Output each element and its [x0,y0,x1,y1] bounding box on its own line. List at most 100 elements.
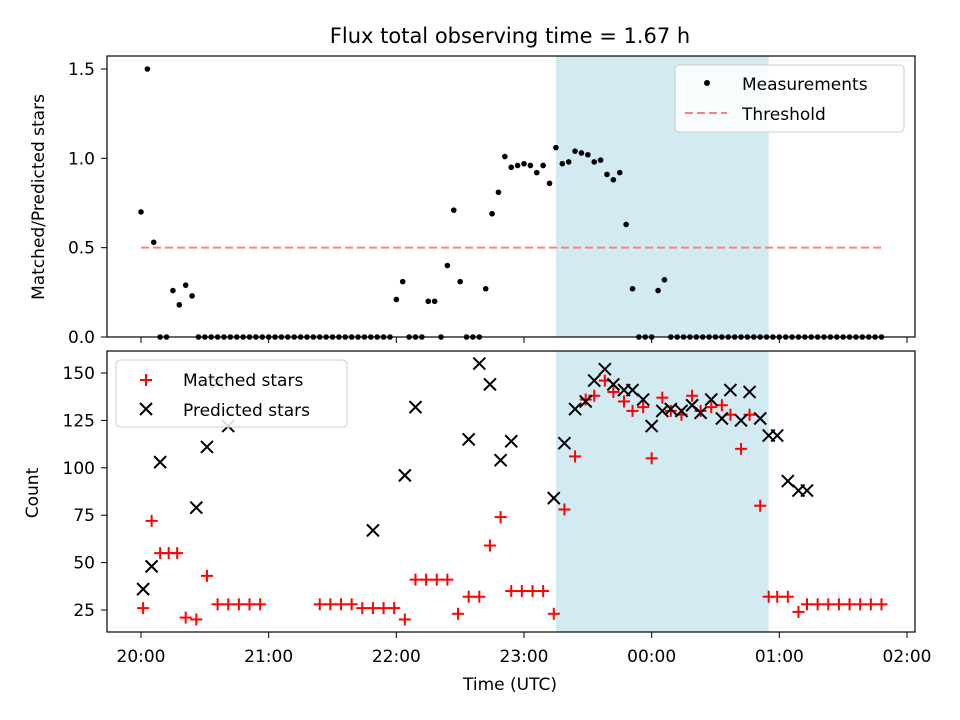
predicted-point [578,394,593,409]
matched-point [645,452,658,465]
predicted-point [734,413,748,428]
top-y-tick-label: 0.0 [68,328,95,348]
matched-point [875,598,888,611]
measurement-point [565,159,572,165]
measurement-point [425,298,432,305]
measurement-point [661,277,668,283]
predicted-point [742,385,757,399]
matched-point [515,585,528,598]
measurement-point [176,302,183,308]
bottom-y-axis-label: Count [23,467,43,518]
matched-point [441,573,454,586]
predicted-point [144,559,159,574]
matched-point [754,499,767,512]
predicted-point [366,523,380,538]
measurement-point [514,162,521,169]
measurement-point [533,169,540,176]
measurement-point [597,157,604,163]
measurement-point [189,293,195,299]
measurement-point [629,285,636,292]
measurement-point [495,189,502,196]
bottom-y-tick-label: 25 [73,601,95,621]
matched-point [569,450,582,463]
predicted-point [781,474,795,488]
matched-point [388,602,401,615]
bottom-x-tick-label: 22:00 [372,647,421,667]
matched-point [420,573,433,586]
measurement-point [553,144,559,151]
matched-point [781,590,794,603]
legend-matched-label: Matched stars [183,371,303,391]
predicted-point [587,373,601,388]
matched-point [313,598,326,611]
predicted-point [461,432,476,447]
matched-point [547,607,560,620]
matched-point [771,590,784,603]
predicted-point [408,400,423,414]
matched-point [171,547,184,560]
top-y-tick-label: 0.5 [68,239,95,259]
bottom-plot-frame [106,350,916,633]
matched-point [211,598,224,611]
top-legend: Measurements Threshold [674,64,905,133]
matched-point [505,585,518,598]
matched-point [254,598,267,611]
top-y-tick-label: 1.0 [68,149,95,169]
legend-predicted-label: Predicted stars [183,401,310,421]
predicted-point [568,402,582,416]
matched-point [145,514,158,527]
measurement-point [623,221,629,228]
measurement-point [431,298,438,305]
measurement-point [610,176,617,183]
matched-point [832,598,845,611]
matched-point [222,598,235,611]
matched-point [558,503,571,516]
measurement-point [655,287,661,294]
predicted-point [200,440,214,454]
legend-measurements-marker [704,80,710,86]
legend-measurements-label: Measurements [742,75,868,95]
measurement-point [572,148,578,154]
top-plot-frame [106,55,916,338]
predicted-point [153,455,167,469]
predicted-point [770,428,784,443]
predicted-point [483,377,497,392]
predicted-point [598,362,612,376]
bottom-x-tick-label: 23:00 [500,647,549,667]
measurement-point [540,162,546,169]
predicted-point [715,411,729,426]
matched-point [494,511,507,524]
measurement-point [527,162,534,169]
predicted-point [398,468,412,483]
predicted-point [606,377,621,392]
measurement-point [502,153,508,160]
matched-point [664,404,677,417]
matched-point [735,442,748,455]
legend-threshold-label: Threshold [741,105,826,125]
matched-point [822,598,835,611]
measurement-point [138,209,144,215]
bottom-x-tick-label: 02:00 [883,647,932,667]
measurement-point [182,282,189,288]
bottom-x-tick-label: 20:00 [117,647,166,667]
measurement-point [393,296,400,303]
matched-point [452,607,465,620]
measurement-point [399,278,406,285]
matched-point [526,585,539,598]
matched-point [626,404,639,417]
matched-point [335,598,348,611]
matched-point [345,598,358,611]
matched-point [473,590,486,603]
measurement-point [457,278,463,285]
measurement-point [616,169,623,176]
matched-point [243,598,256,611]
matched-point [811,598,824,611]
matched-point [200,569,213,582]
predicted-point [493,453,508,467]
bottom-y-tick-label: 150 [63,364,95,384]
measurement-point [578,150,585,156]
measurement-point [604,171,610,178]
measurement-point [585,151,591,158]
matched-point [324,598,337,611]
